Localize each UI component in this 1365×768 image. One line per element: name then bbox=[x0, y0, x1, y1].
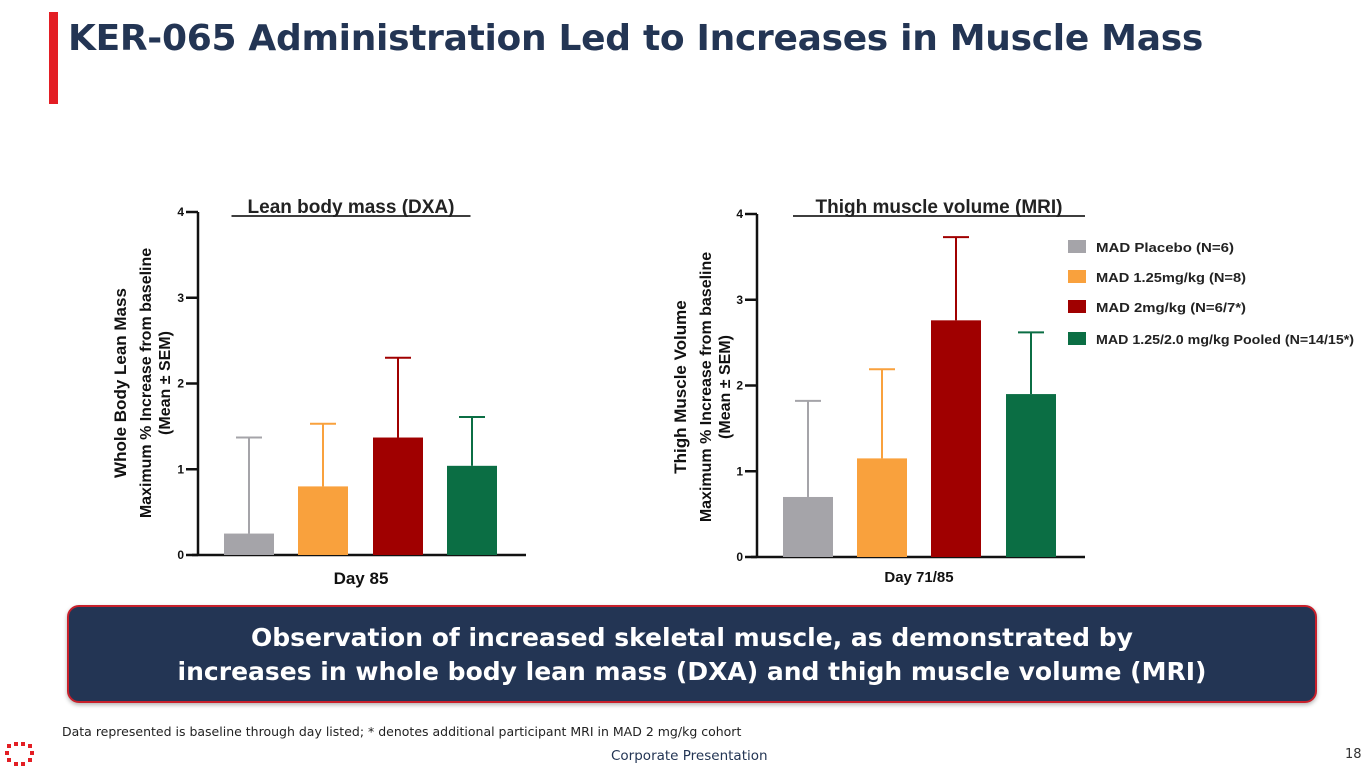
y-tick-label: 2 bbox=[736, 379, 743, 393]
title-accent-bar bbox=[49, 12, 58, 104]
chart-title: Lean body mass (DXA) bbox=[248, 197, 455, 218]
y-tick-label: 3 bbox=[177, 291, 184, 305]
bar-3 bbox=[373, 437, 423, 555]
callout-line-2: increases in whole body lean mass (DXA) … bbox=[177, 657, 1207, 686]
legend-swatch-3 bbox=[1068, 300, 1086, 313]
bar-3 bbox=[931, 320, 981, 557]
y-tick-label: 4 bbox=[177, 205, 184, 219]
y-tick-label: 3 bbox=[736, 293, 743, 307]
footnote: Data represented is baseline through day… bbox=[62, 724, 742, 739]
legend-swatch-2 bbox=[1068, 270, 1086, 283]
y-tick-label: 0 bbox=[177, 548, 184, 562]
legend-label-2: MAD 1.25mg/kg (N=8) bbox=[1096, 270, 1246, 285]
bar-4 bbox=[447, 465, 497, 555]
thigh-muscle-volume-chart: Thigh muscle volume (MRI) 0 1 2 3 4 Day 71/85 T… bbox=[671, 197, 1085, 586]
legend-label-1: MAD Placebo (N=6) bbox=[1096, 240, 1234, 255]
legend-swatch-1 bbox=[1068, 240, 1086, 253]
y-axis-label-line-2: Maximum % Increase from baseline bbox=[138, 248, 155, 518]
lean-body-mass-chart: Lean body mass (DXA) 0 1 2 3 4 Day 85 Whole Bod… bbox=[111, 197, 526, 588]
y-axis-label-line-1: Thigh Muscle Volume bbox=[671, 300, 690, 473]
y-axis-label-line-2: Maximum % Increase from baseline bbox=[698, 252, 715, 522]
bar-2 bbox=[857, 458, 907, 557]
legend-swatch-4 bbox=[1068, 332, 1086, 345]
bar-4 bbox=[1006, 394, 1056, 557]
y-axis-label-line-1: Whole Body Lean Mass bbox=[111, 288, 130, 478]
x-axis-label: Day 71/85 bbox=[884, 569, 953, 586]
page-title: KER-065 Administration Led to Increases … bbox=[68, 18, 1203, 59]
y-axis-label-line-3: (Mean ± SEM) bbox=[157, 331, 174, 435]
bar-1 bbox=[783, 496, 833, 557]
chart-title: Thigh muscle volume (MRI) bbox=[815, 197, 1062, 218]
y-tick-label: 1 bbox=[177, 462, 184, 476]
page-number: 18 bbox=[1345, 747, 1362, 762]
observation-callout: Observation of increased skeletal muscle… bbox=[67, 605, 1317, 703]
chart-legend: MAD Placebo (N=6) MAD 1.25mg/kg (N=8) MAD … bbox=[1068, 240, 1354, 347]
y-tick-label: 0 bbox=[736, 550, 743, 564]
y-tick-label: 4 bbox=[736, 207, 743, 221]
y-tick-label: 1 bbox=[736, 464, 743, 478]
callout-line-1: Observation of increased skeletal muscle… bbox=[251, 623, 1133, 652]
bar-2 bbox=[298, 486, 348, 555]
company-logo-icon bbox=[5, 742, 34, 766]
x-axis-label: Day 85 bbox=[334, 569, 389, 588]
footer-label: Corporate Presentation bbox=[611, 748, 768, 764]
legend-label-4: MAD 1.25/2.0 mg/kg Pooled (N=14/15*) bbox=[1096, 332, 1354, 347]
bar-1 bbox=[224, 533, 274, 555]
y-tick-label: 2 bbox=[177, 377, 184, 391]
y-axis-label-line-3: (Mean ± SEM) bbox=[717, 335, 734, 439]
legend-label-3: MAD 2mg/kg (N=6/7*) bbox=[1096, 300, 1246, 315]
